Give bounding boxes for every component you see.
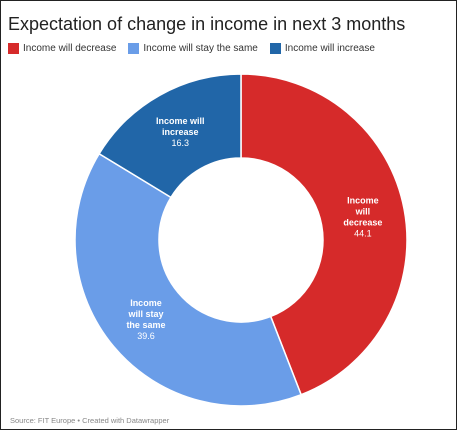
slice-name-line: Income [130,298,162,308]
legend-item-increase: Income will increase [269,43,375,54]
chart-legend: Income will decrease Income will stay th… [8,43,387,54]
slice-label-same: Income will stay the same 39.6 [126,298,165,341]
slice-name-line: decrease [343,218,382,228]
source-note: Source: FIT Europe • Created with Datawr… [10,416,170,425]
slice-name-line: Income will [156,116,205,126]
slice-value-label: 44.1 [354,229,372,239]
donut-slice-decrease [240,73,408,396]
legend-swatch-same [128,43,140,54]
slice-name-line: the same [126,320,165,330]
legend-item-same: Income will stay the same [128,43,258,54]
legend-swatch-increase [269,43,281,54]
legend-label-decrease: Income will decrease [23,43,117,54]
slice-label-decrease: Income will decrease 44.1 [343,196,382,239]
slice-name-line: will [355,207,371,217]
donut-slice-increase [98,73,242,199]
legend-swatch-decrease [8,43,19,54]
legend-label-increase: Income will increase [284,43,375,54]
legend-item-decrease: Income will decrease [8,43,116,54]
slice-name-line: Income [347,196,379,206]
donut-slice-same [74,152,303,407]
slice-label-increase: Income will increase 16.3 [156,116,205,148]
chart-title: Expectation of change in income in next … [8,14,406,34]
slice-value-label: 16.3 [171,138,189,148]
slice-name-line: will stay [127,309,163,319]
slice-value-label: 39.6 [137,331,155,341]
slice-name-line: increase [162,127,199,137]
legend-label-same: Income will stay the same [143,43,258,54]
